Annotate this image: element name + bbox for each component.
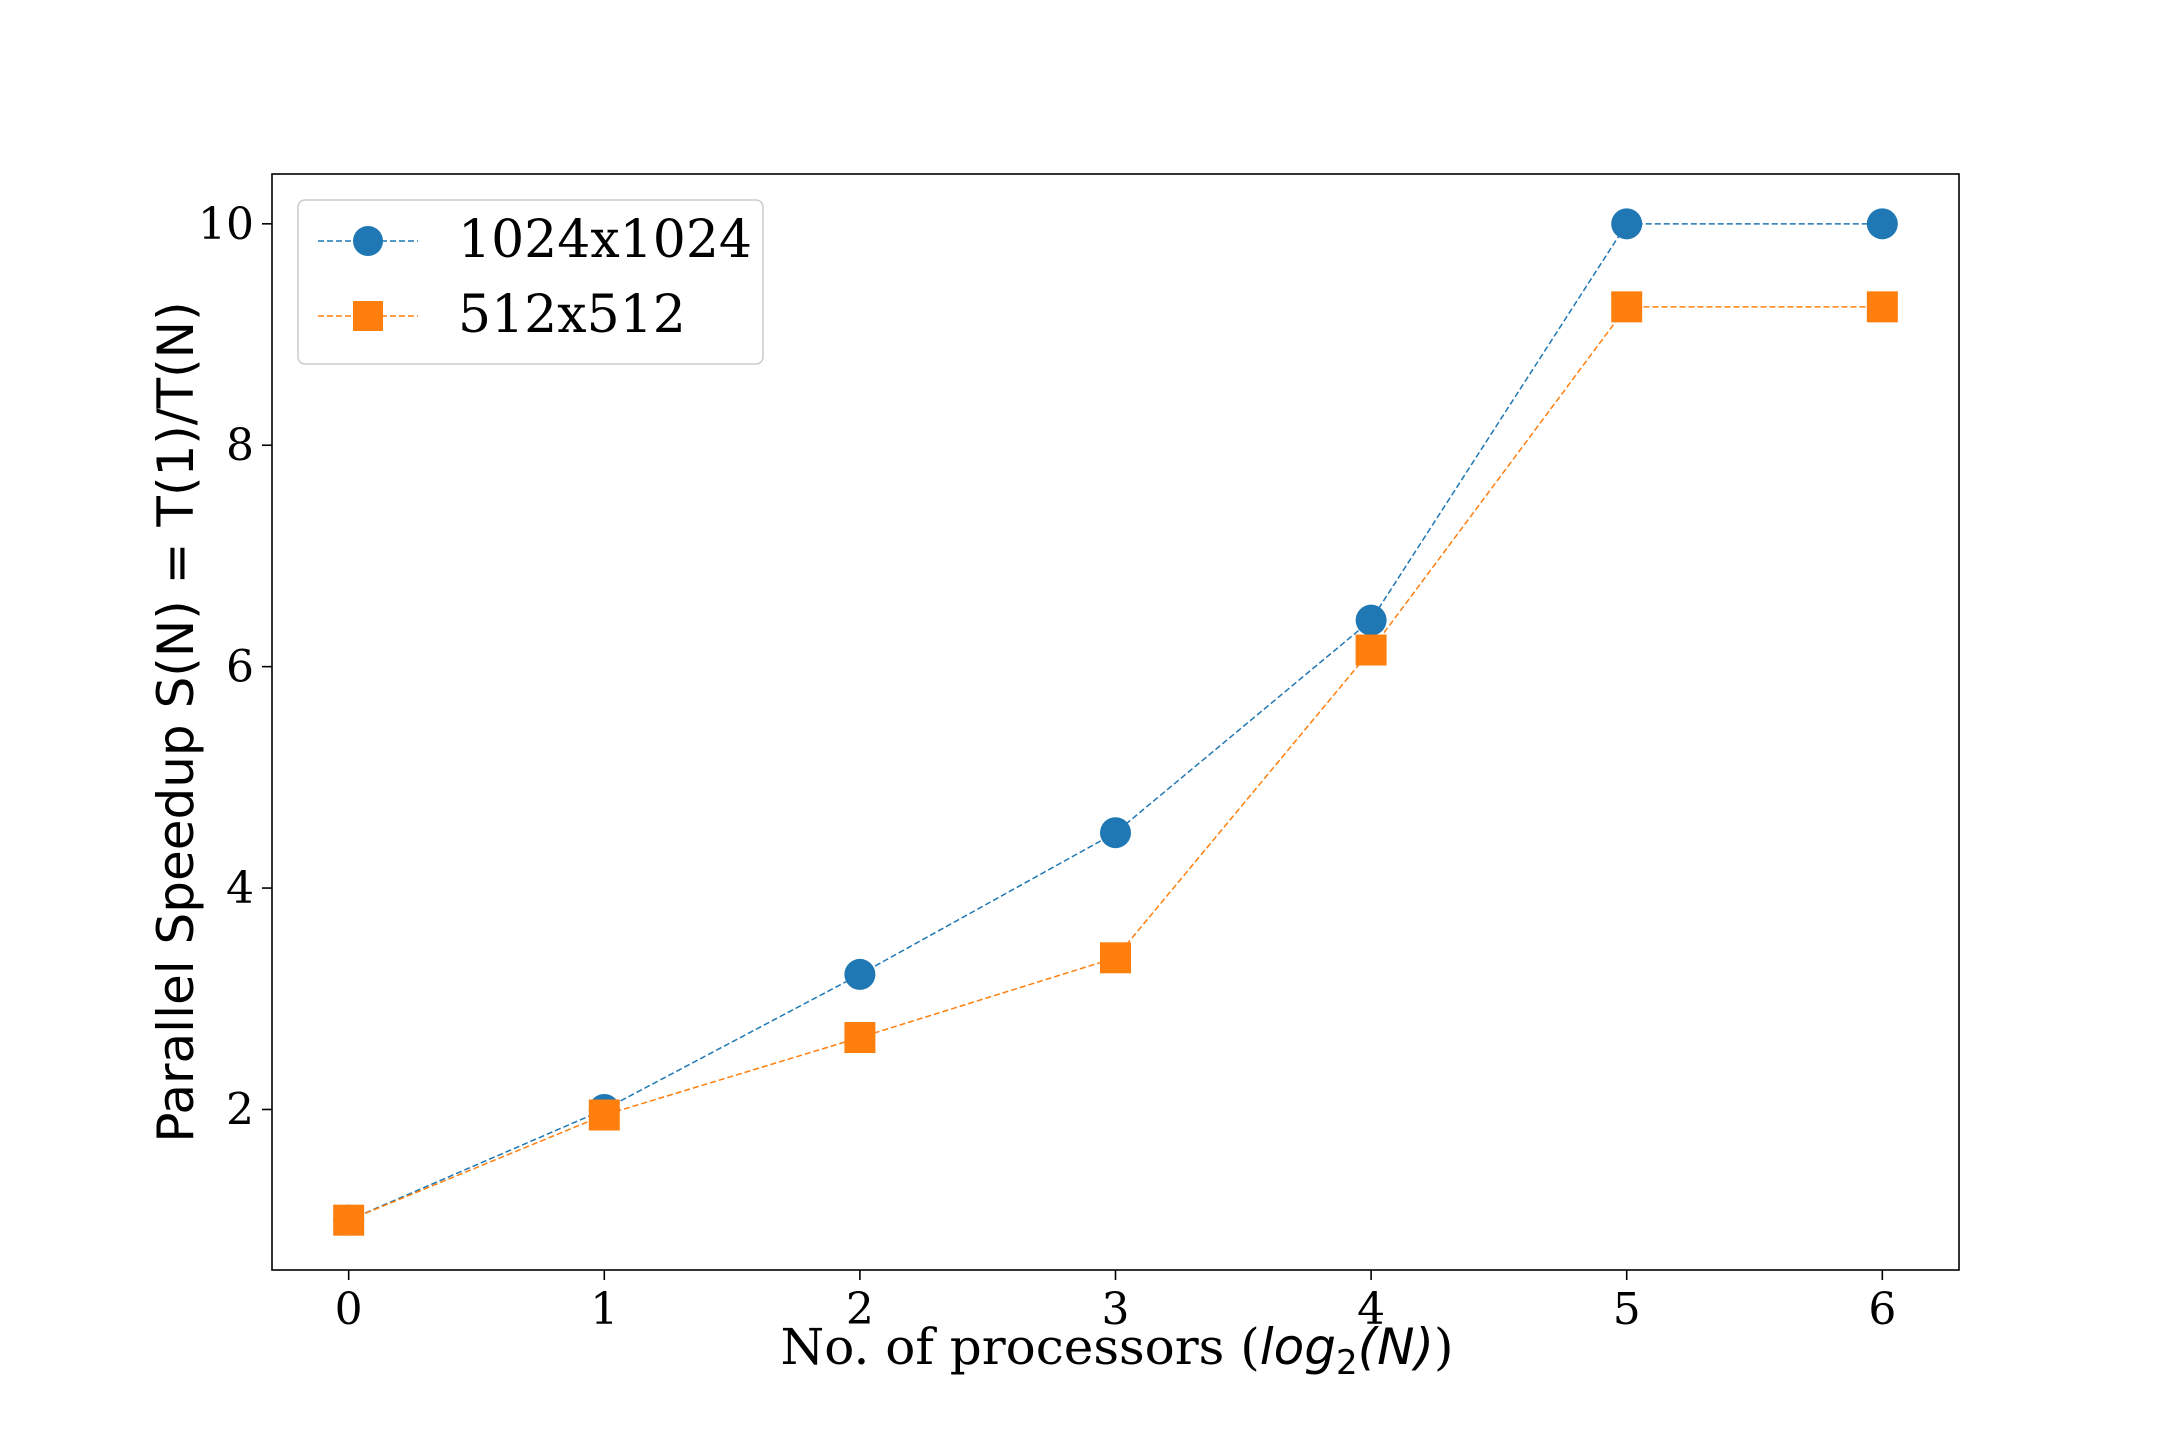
series-512x512 xyxy=(333,291,1898,1236)
y-tick-label: 10 xyxy=(198,199,254,250)
data-point-512x512 xyxy=(333,1204,365,1236)
axis-ticks: 0 1 2 3 4 5 6 2 4 6 8 10 xyxy=(198,199,1896,1335)
x-tick-label: 3 xyxy=(1102,1284,1130,1335)
data-point-512x512 xyxy=(844,1022,876,1054)
legend: 1024x1024 512x512 xyxy=(297,199,764,365)
data-point-1024x1024 xyxy=(1355,604,1387,636)
y-tick-label: 4 xyxy=(226,863,254,914)
x-tick-label: 0 xyxy=(335,1284,363,1335)
series-line-512x512 xyxy=(348,306,1883,1221)
x-axis-label-close: ) xyxy=(1434,1318,1454,1376)
x-tick-label: 1 xyxy=(590,1284,618,1335)
x-axis-label: No. of processors (log2(N)) xyxy=(780,1318,1453,1383)
data-point-1024x1024 xyxy=(1100,817,1131,849)
legend-label-1024x1024: 1024x1024 xyxy=(458,210,752,270)
series-layer xyxy=(333,208,1898,1236)
series-line-1024x1024 xyxy=(348,223,1883,1221)
data-point-512x512 xyxy=(1611,291,1643,323)
data-point-1024x1024 xyxy=(1866,208,1898,240)
legend-label-512x512: 512x512 xyxy=(458,285,686,345)
legend-entry-1024x1024: 1024x1024 xyxy=(318,210,752,270)
legend-entry-512x512: 512x512 xyxy=(318,285,686,345)
x-tick-label: 5 xyxy=(1613,1284,1641,1335)
x-axis-label-math-base: log xyxy=(1260,1318,1336,1376)
legend-marker-circle xyxy=(353,226,383,256)
x-tick-label: 4 xyxy=(1357,1284,1385,1335)
x-tick-label: 2 xyxy=(846,1284,874,1335)
y-tick-label: 6 xyxy=(226,642,254,693)
data-point-512x512 xyxy=(1866,291,1898,323)
data-point-512x512 xyxy=(1100,942,1131,974)
legend-box xyxy=(297,199,764,365)
y-tick-label: 2 xyxy=(226,1084,254,1135)
x-axis-label-math-argument: (N) xyxy=(1358,1318,1434,1376)
x-axis-label-text: No. of processors ( xyxy=(780,1318,1259,1376)
data-point-512x512 xyxy=(1355,634,1387,666)
x-axis-label-math-subscript: 2 xyxy=(1336,1343,1358,1383)
data-point-512x512 xyxy=(588,1099,620,1131)
data-point-1024x1024 xyxy=(1611,208,1643,240)
x-tick-label: 6 xyxy=(1868,1284,1896,1335)
data-point-1024x1024 xyxy=(844,958,876,990)
y-axis-label: Parallel Speedup S(N) = T(1)/T(N) xyxy=(147,301,205,1142)
y-tick-label: 8 xyxy=(226,420,254,471)
legend-marker-square xyxy=(353,301,383,331)
